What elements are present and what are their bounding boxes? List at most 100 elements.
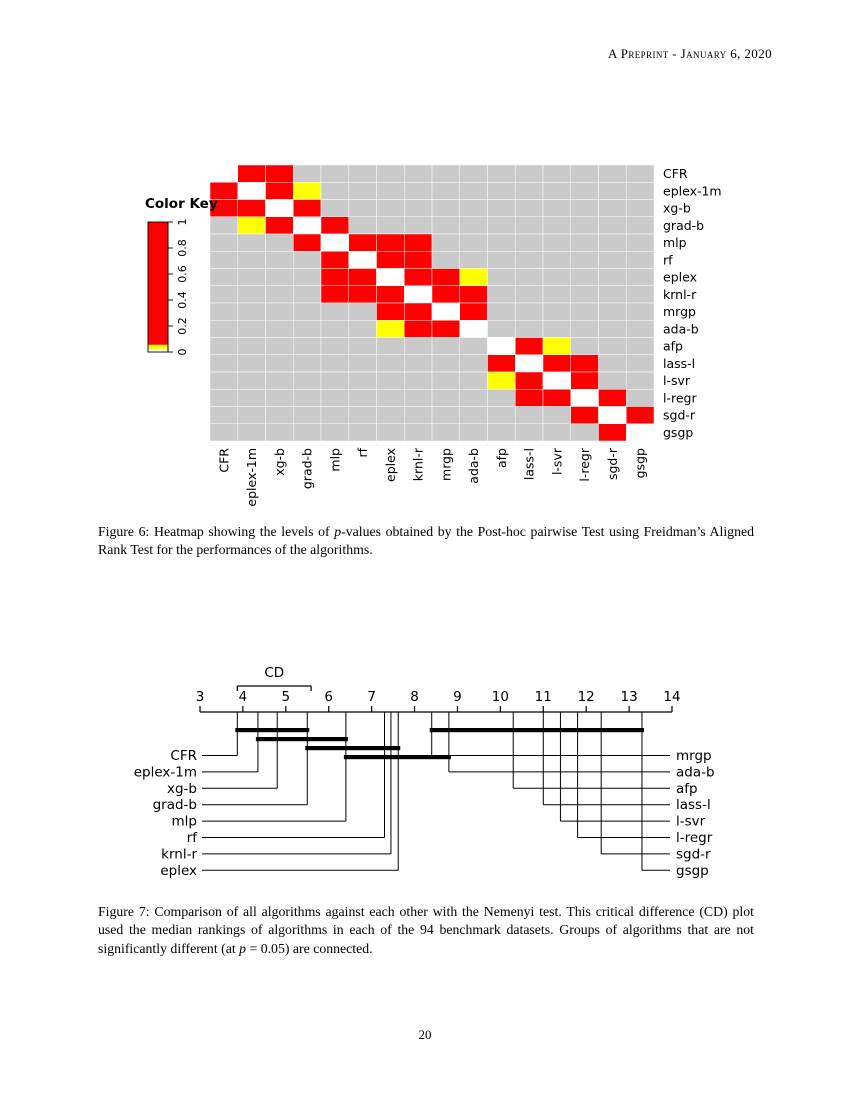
heatmap-cell bbox=[515, 320, 544, 338]
cd-axis-tick-label: 14 bbox=[663, 689, 680, 705]
cd-algo-label-right: sgd-r bbox=[676, 846, 711, 862]
color-key-segment bbox=[148, 222, 168, 345]
color-key-tick-label: 1 bbox=[176, 219, 189, 226]
heatmap-cell bbox=[598, 233, 627, 252]
heatmap-cell bbox=[431, 389, 460, 407]
heatmap-cell bbox=[570, 337, 599, 355]
heatmap-cell bbox=[459, 302, 488, 321]
heatmap-cell bbox=[459, 164, 488, 183]
heatmap-cell bbox=[293, 389, 322, 407]
heatmap-cell bbox=[348, 302, 377, 321]
heatmap-cell bbox=[209, 285, 238, 304]
heatmap-cell bbox=[320, 320, 349, 338]
heatmap-cell bbox=[487, 164, 516, 183]
heatmap-cell bbox=[542, 182, 571, 200]
heatmap-cell bbox=[376, 199, 405, 217]
heatmap-row-label: afp bbox=[663, 339, 683, 354]
heatmap-row-label: eplex bbox=[663, 270, 697, 285]
heatmap-cell bbox=[293, 285, 322, 304]
heatmap-cell bbox=[265, 337, 294, 355]
heatmap-cell bbox=[542, 337, 571, 355]
heatmap-cell bbox=[542, 389, 571, 407]
heatmap-cell bbox=[431, 406, 460, 424]
heatmap-cell bbox=[376, 182, 405, 200]
cd-axis-tick-label: 8 bbox=[410, 689, 419, 705]
caption-text: -values obtained by the Post-hoc pairwis… bbox=[98, 524, 754, 558]
heatmap-cell bbox=[404, 268, 433, 286]
heatmap-col-label: krnl-r bbox=[411, 447, 426, 481]
heatmap-cell bbox=[487, 251, 516, 269]
heatmap-cell bbox=[237, 406, 266, 424]
heatmap-cell bbox=[431, 216, 460, 235]
heatmap-cell bbox=[598, 285, 627, 304]
heatmap-cell bbox=[376, 302, 405, 321]
heatmap-cell bbox=[598, 164, 627, 183]
heatmap-cell bbox=[598, 320, 627, 338]
heatmap-col-label: mrgp bbox=[438, 448, 453, 481]
heatmap-cell bbox=[348, 337, 377, 355]
heatmap-cell bbox=[237, 423, 266, 442]
heatmap-cell bbox=[237, 389, 266, 407]
heatmap-cell bbox=[209, 268, 238, 286]
heatmap-cell bbox=[404, 423, 433, 442]
heatmap-cell bbox=[431, 354, 460, 373]
heatmap-cell bbox=[209, 302, 238, 321]
heatmap-cell bbox=[265, 233, 294, 252]
heatmap-cell bbox=[542, 251, 571, 269]
heatmap-cell bbox=[265, 320, 294, 338]
heatmap-cell bbox=[431, 182, 460, 200]
heatmap-cell bbox=[348, 371, 377, 390]
heatmap-col-label: ada-b bbox=[466, 448, 481, 484]
heatmap-cell bbox=[515, 406, 544, 424]
heatmap-row-label: eplex-1m bbox=[663, 183, 722, 198]
heatmap-col-label: rf bbox=[355, 447, 370, 457]
heatmap-cell bbox=[487, 216, 516, 235]
heatmap-cell bbox=[348, 251, 377, 269]
heatmap-cell bbox=[293, 233, 322, 252]
figure7-caption: Figure 7: Comparison of all algorithms a… bbox=[98, 903, 754, 958]
heatmap-cell bbox=[320, 216, 349, 235]
heatmap-cell bbox=[237, 164, 266, 183]
cd-group-bar bbox=[235, 728, 310, 733]
heatmap-cell bbox=[376, 216, 405, 235]
heatmap-cell bbox=[237, 354, 266, 373]
heatmap-cell bbox=[487, 389, 516, 407]
color-key-tick-label: 0.4 bbox=[176, 291, 189, 309]
heatmap-cell bbox=[320, 251, 349, 269]
heatmap-cell bbox=[237, 199, 266, 217]
cd-algo-label-left: mlp bbox=[172, 814, 197, 830]
heatmap-cell bbox=[542, 285, 571, 304]
caption-text: Figure 6: Heatmap showing the levels of bbox=[98, 524, 335, 539]
heatmap-cell bbox=[209, 423, 238, 442]
heatmap-cell bbox=[237, 285, 266, 304]
heatmap-cell bbox=[626, 320, 655, 338]
cd-group-bar bbox=[429, 728, 644, 733]
heatmap-cell bbox=[542, 233, 571, 252]
heatmap-cell bbox=[265, 389, 294, 407]
heatmap-cell bbox=[209, 406, 238, 424]
heatmap-cell bbox=[598, 406, 627, 424]
heatmap-cell bbox=[515, 216, 544, 235]
cd-algo-label-left: xg-b bbox=[167, 781, 197, 797]
color-key-tick-label: 0.8 bbox=[176, 239, 189, 257]
heatmap-cell bbox=[542, 216, 571, 235]
page-number: 20 bbox=[418, 1027, 432, 1042]
heatmap-cell bbox=[348, 320, 377, 338]
caption-math-var: p bbox=[239, 940, 247, 956]
heatmap-cell bbox=[487, 337, 516, 355]
cd-algo-label-left: eplex bbox=[160, 863, 197, 879]
cd-group-bar bbox=[343, 755, 451, 760]
heatmap-cell bbox=[570, 233, 599, 252]
heatmap-cell bbox=[320, 233, 349, 252]
heatmap-cell bbox=[209, 337, 238, 355]
heatmap-cell bbox=[570, 216, 599, 235]
heatmap-cell bbox=[376, 285, 405, 304]
heatmap-row-label: lass-l bbox=[663, 356, 695, 371]
heatmap-cell bbox=[376, 337, 405, 355]
heatmap-cell bbox=[626, 302, 655, 321]
heatmap-cell bbox=[348, 389, 377, 407]
cd-algo-label-right: mrgp bbox=[676, 748, 712, 764]
heatmap-cell bbox=[626, 285, 655, 304]
heatmap-cell bbox=[570, 302, 599, 321]
